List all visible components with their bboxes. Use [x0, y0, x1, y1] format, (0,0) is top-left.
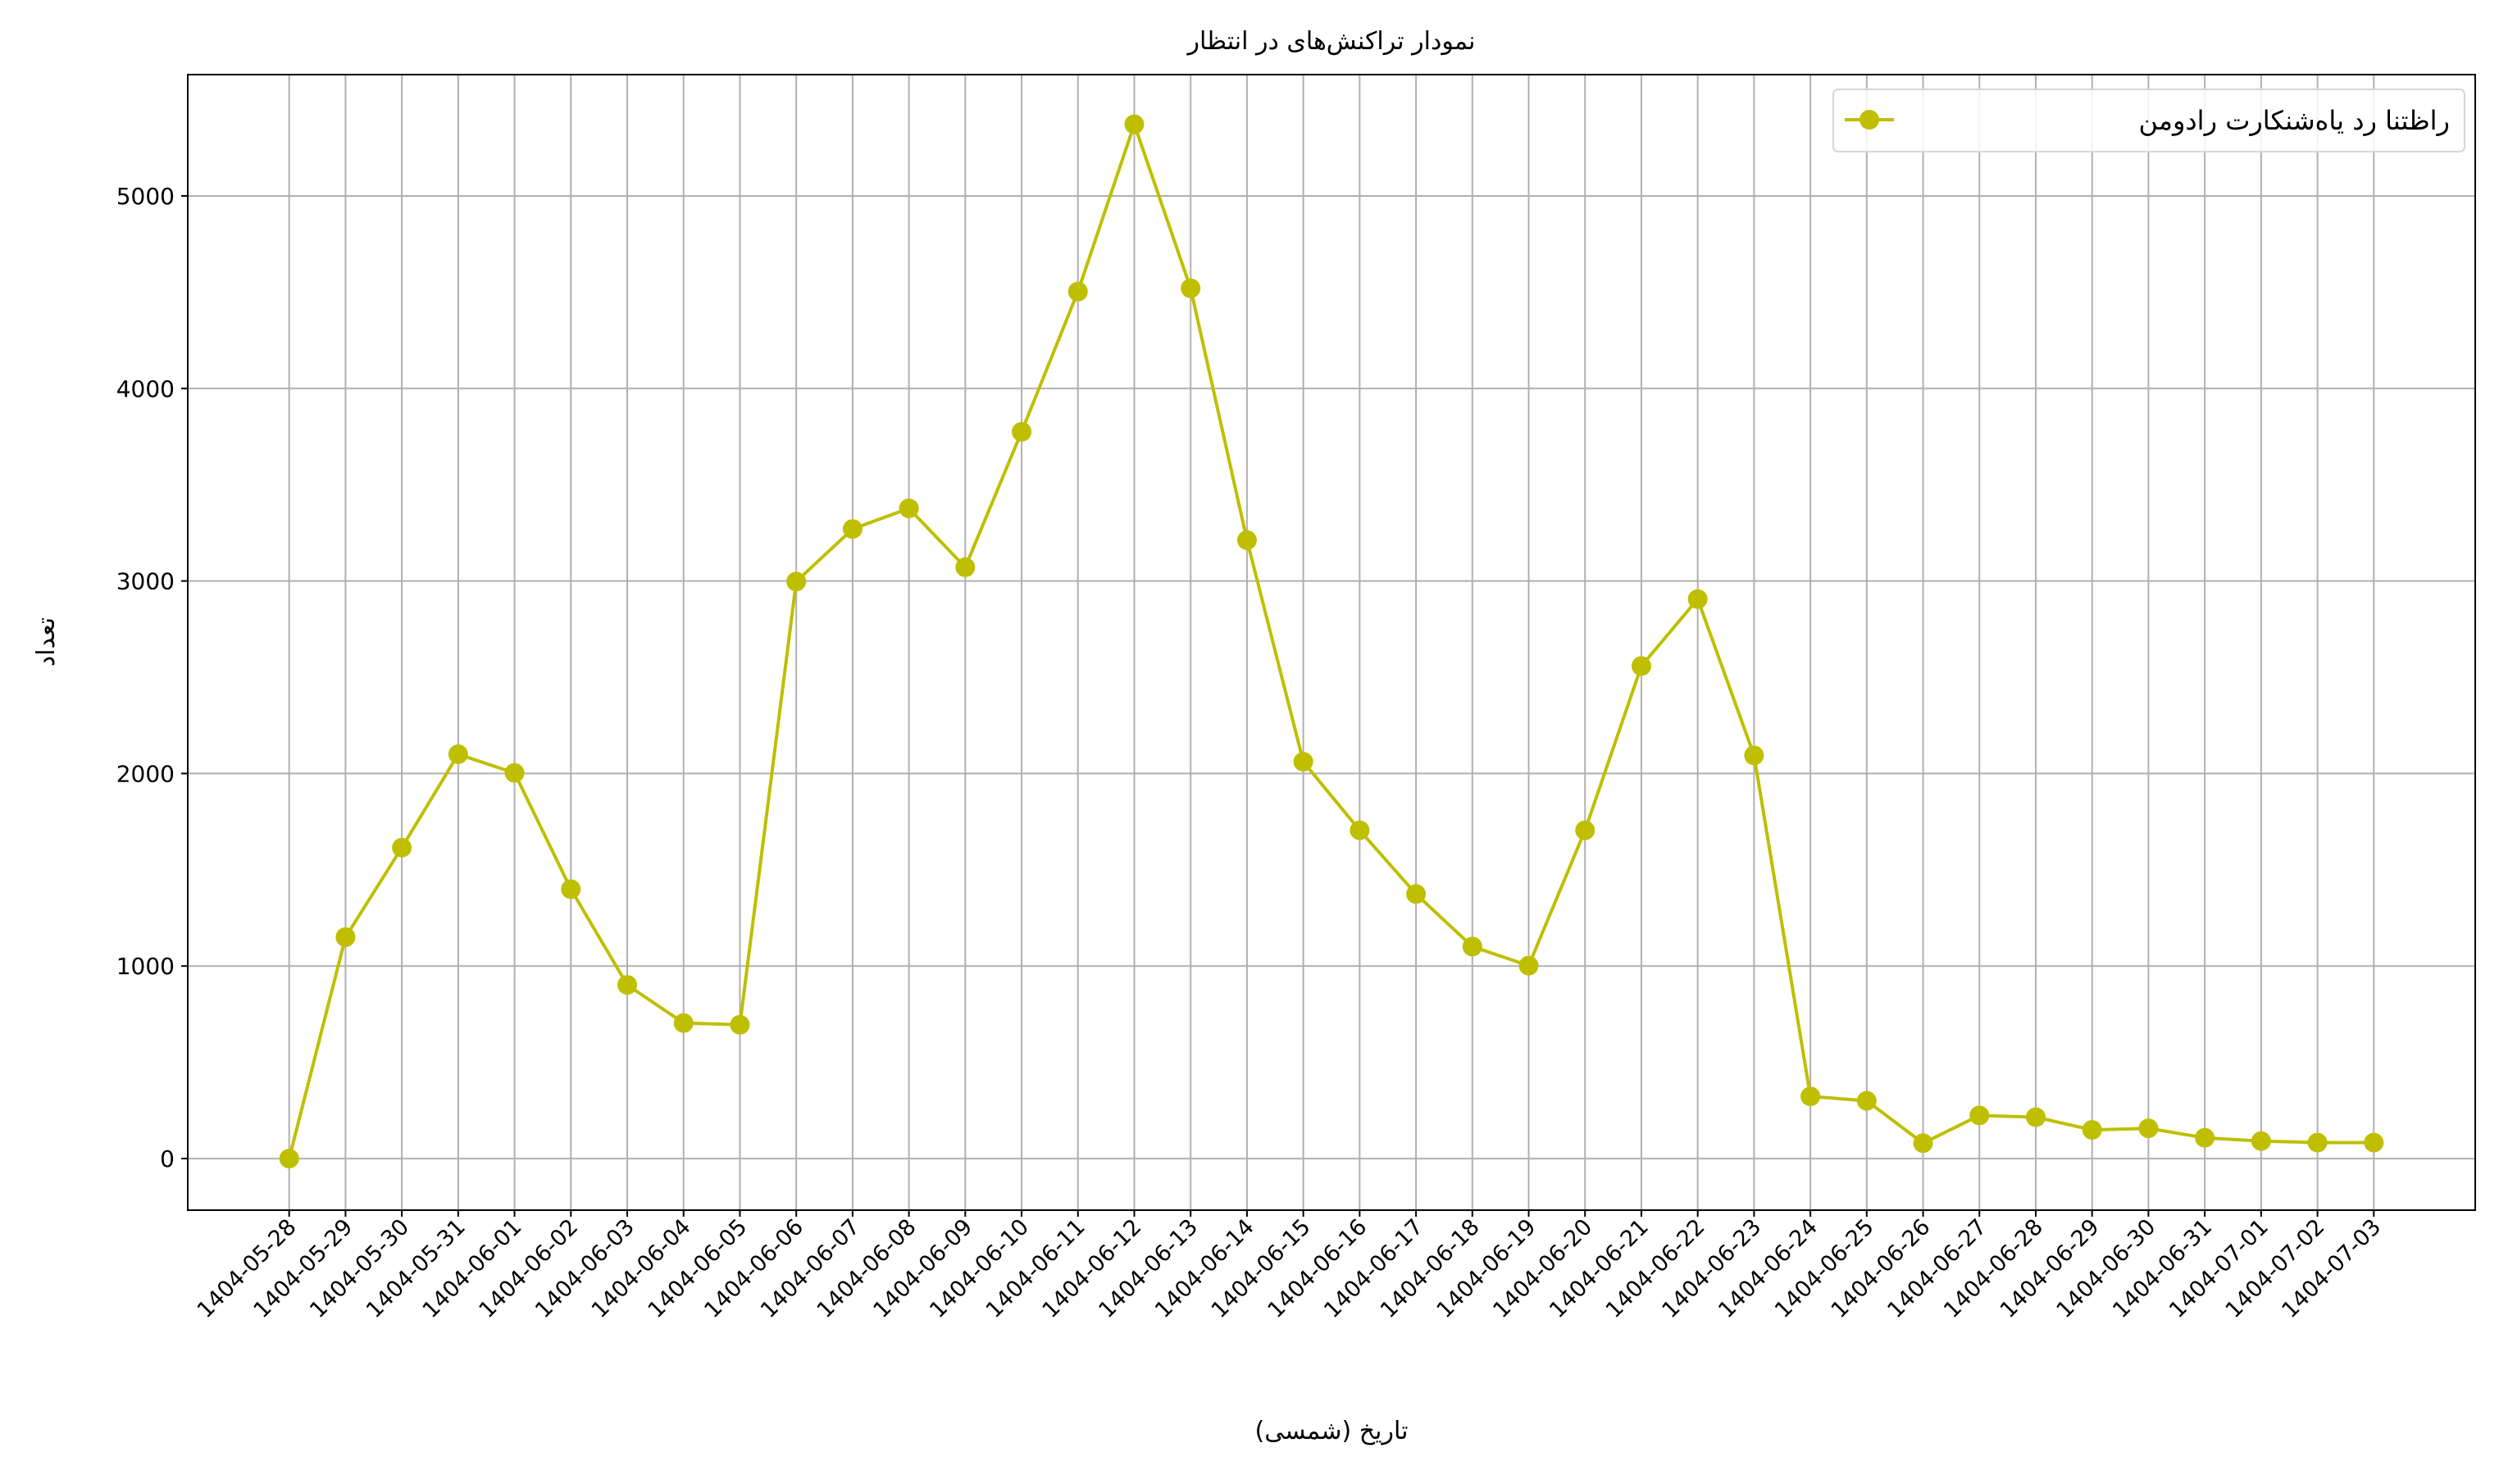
data-point	[1067, 281, 1088, 302]
data-point	[2082, 1120, 2102, 1140]
data-point	[1800, 1086, 1821, 1107]
data-point	[392, 837, 412, 858]
data-point	[1181, 278, 1201, 298]
data-point	[786, 571, 807, 592]
data-point	[2025, 1107, 2046, 1127]
data-point	[1856, 1090, 1877, 1111]
data-point	[2251, 1131, 2271, 1151]
data-point	[2138, 1118, 2159, 1139]
data-point	[1631, 656, 1651, 676]
data-point	[2195, 1127, 2215, 1148]
y-tick-label: 3000	[116, 568, 175, 595]
chart-title: نمودار تراکنش‌های در انتظار	[1186, 27, 1475, 56]
y-axis-label: تعداد	[32, 617, 61, 667]
x-tick-label: 1404-07-03	[2277, 1214, 2386, 1323]
data-point	[335, 927, 356, 948]
data-point	[1236, 530, 1257, 550]
legend-marker-swatch	[1859, 110, 1879, 130]
data-point	[279, 1149, 299, 1169]
data-point	[2364, 1132, 2384, 1153]
data-point	[730, 1014, 750, 1035]
data-point	[1293, 752, 1313, 772]
y-tick-label: 5000	[116, 183, 175, 210]
series-line	[287, 122, 2374, 1159]
legend-label: نمودار تراکنش‌های در انتظار	[2138, 105, 2450, 136]
data-point	[673, 1013, 694, 1033]
data-point	[561, 879, 581, 899]
legend-frame	[1832, 89, 2465, 152]
data-point	[1744, 745, 1764, 766]
y-tick-label: 2000	[116, 760, 175, 787]
y-tick-label: 1000	[116, 953, 175, 980]
data-point	[1462, 936, 1482, 957]
data-point	[1406, 884, 1427, 904]
data-point	[1518, 955, 1539, 976]
data-point	[1350, 820, 1370, 840]
data-point	[504, 762, 525, 783]
data-point	[1913, 1133, 1933, 1154]
data-point	[899, 498, 919, 519]
data-point	[1969, 1105, 1990, 1126]
y-tick-label: 0	[160, 1145, 175, 1172]
plot-frame	[187, 74, 2476, 1211]
data-point	[448, 744, 468, 764]
data-point	[617, 975, 638, 995]
y-tick-label: 4000	[116, 376, 175, 403]
data-point	[955, 557, 976, 577]
data-point	[1012, 421, 1032, 442]
x-axis-label: تاریخ (شمسی)	[1255, 1417, 1409, 1445]
data-point	[1124, 114, 1145, 134]
data-point	[842, 519, 863, 539]
legend: نمودار تراکنش‌های در انتظار	[1832, 89, 2465, 152]
data-point	[1575, 820, 1595, 840]
data-point	[2307, 1132, 2328, 1153]
data-point	[1687, 589, 1708, 609]
